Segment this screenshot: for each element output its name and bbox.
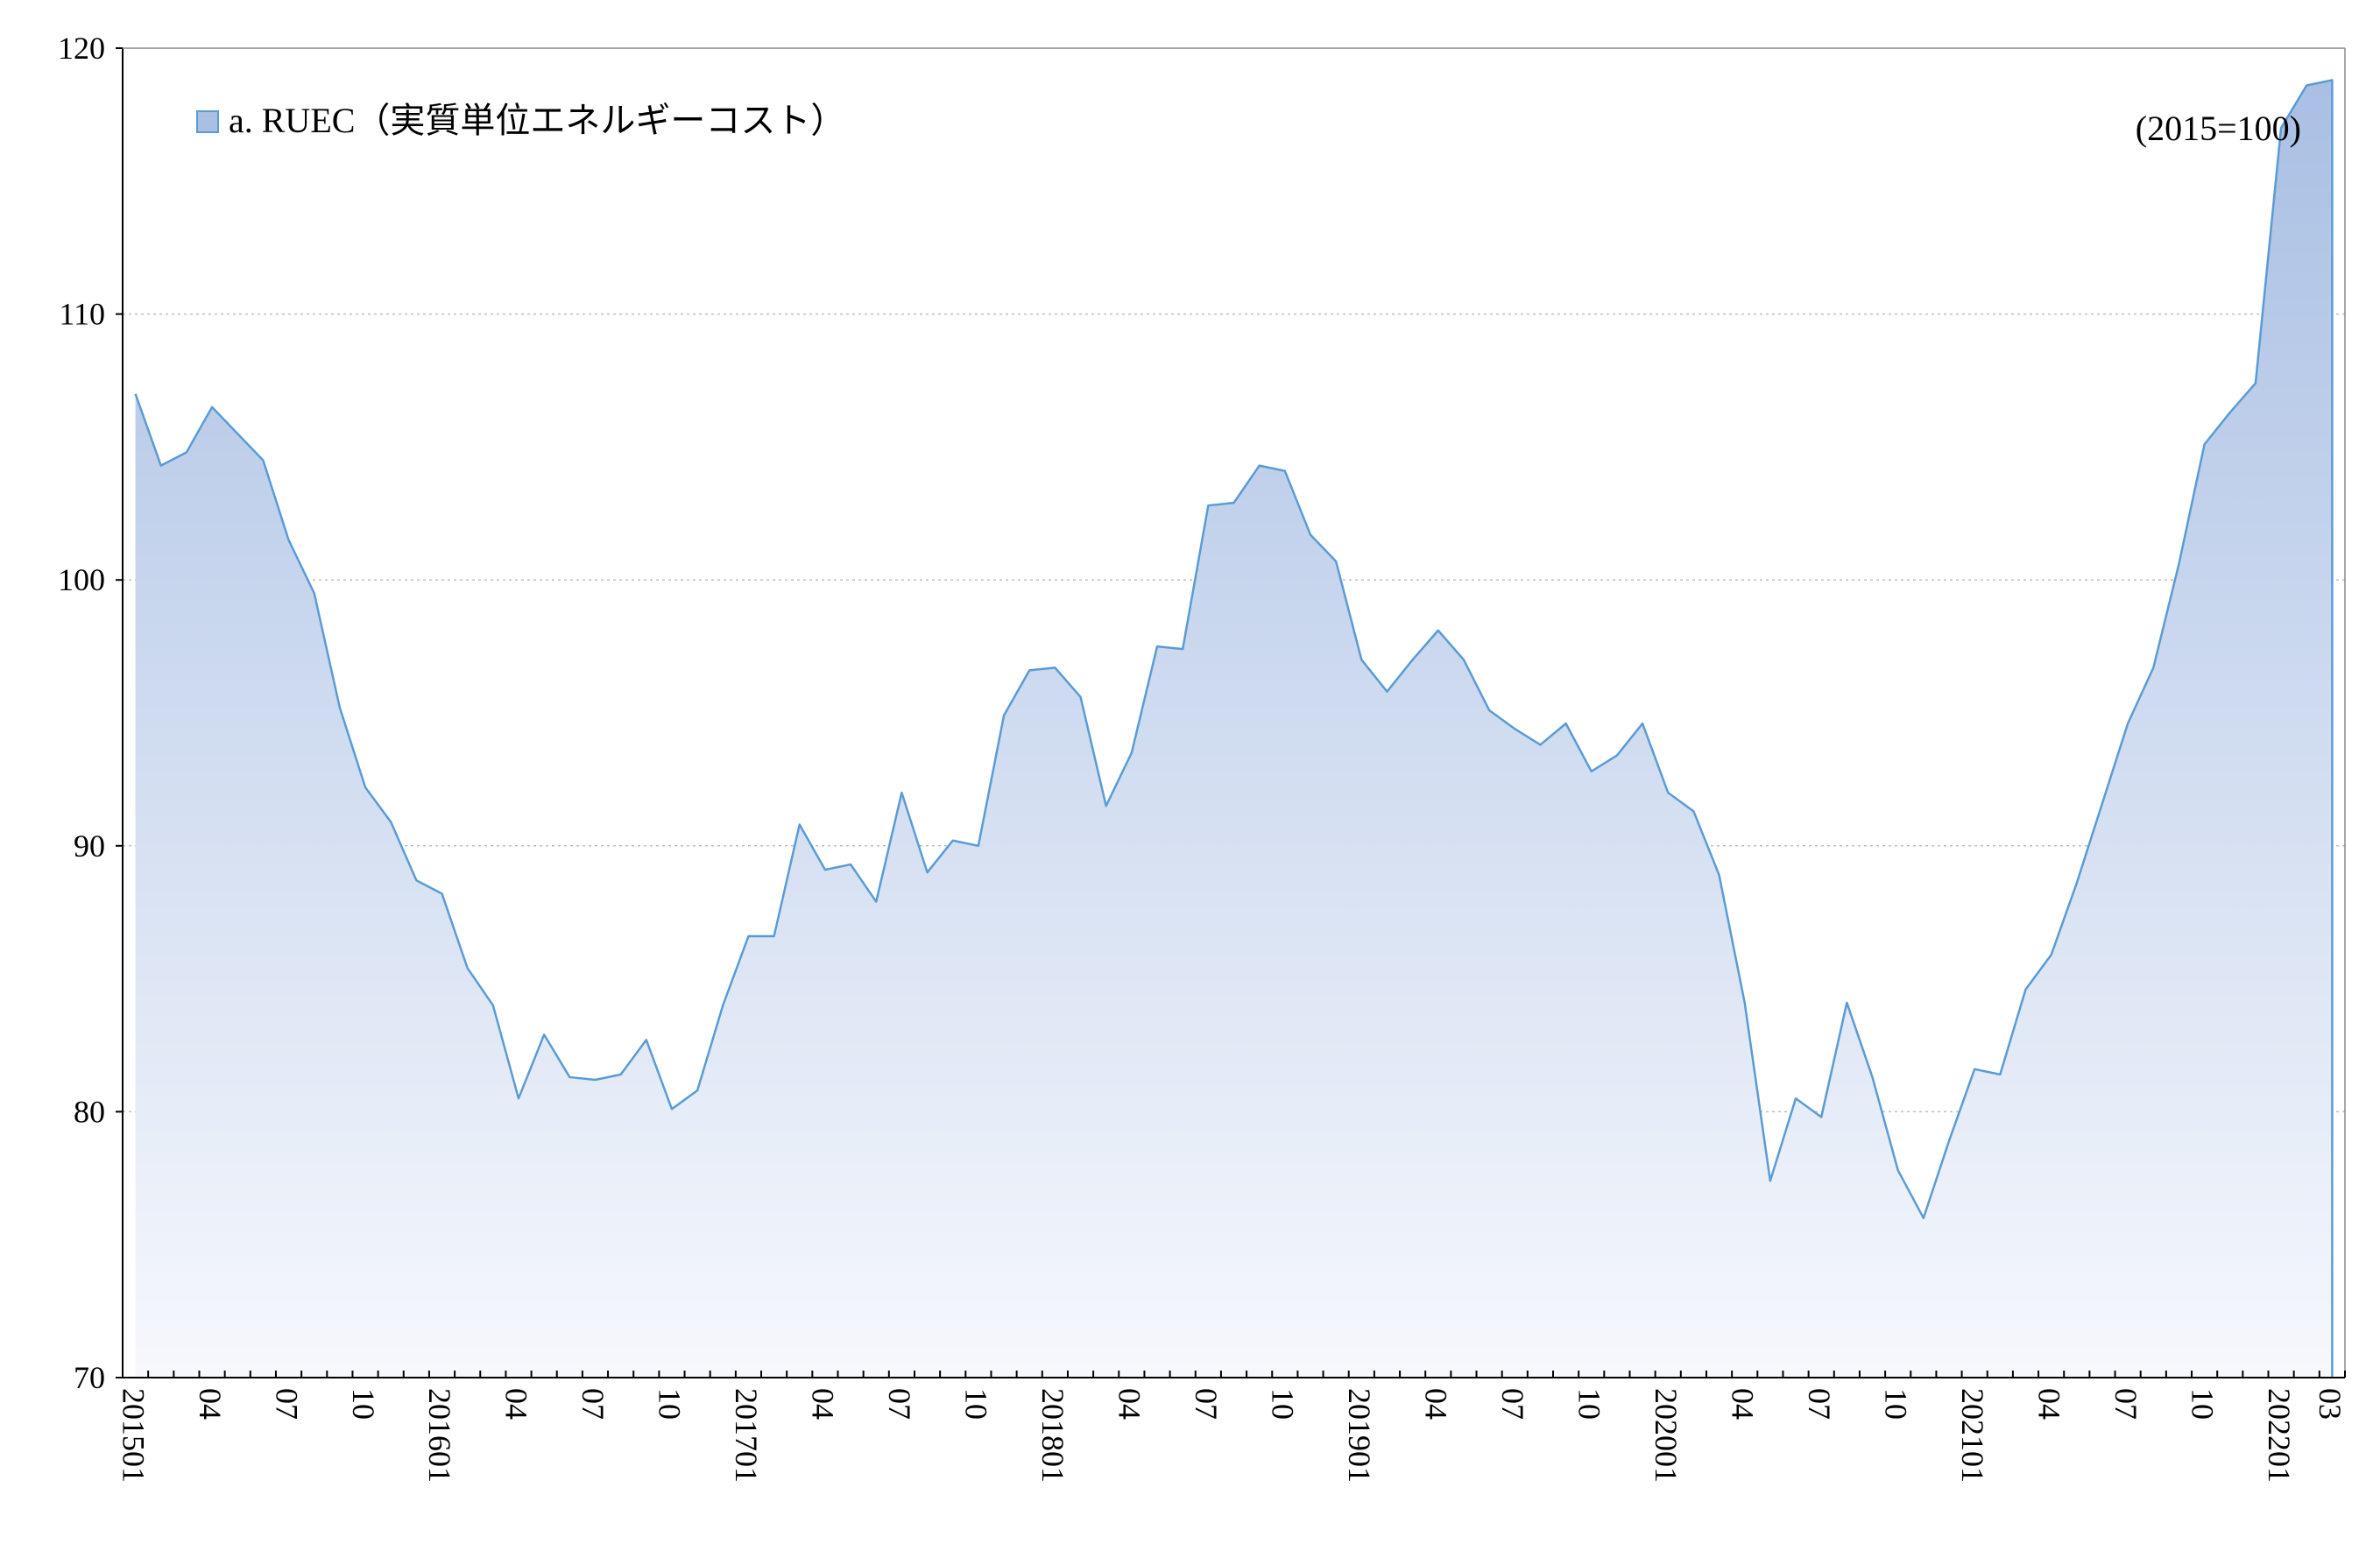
x-tick-label: 07 bbox=[2108, 1388, 2143, 1420]
unit-note: (2015=100) bbox=[2136, 109, 2301, 148]
x-tick-label: 201901 bbox=[1342, 1388, 1377, 1483]
x-tick-label: 201501 bbox=[116, 1388, 151, 1483]
series-line bbox=[134, 79, 2334, 1378]
x-tick-label: 03 bbox=[2313, 1388, 2348, 1420]
x-tick-label: 04 bbox=[193, 1388, 228, 1420]
y-tick-label: 90 bbox=[74, 828, 105, 864]
y-tick-label: 110 bbox=[59, 297, 105, 332]
x-tick-label: 201701 bbox=[729, 1388, 764, 1483]
x-tick-label: 10 bbox=[346, 1388, 381, 1420]
x-tick-label: 07 bbox=[1495, 1388, 1530, 1420]
series-line-path bbox=[134, 79, 2334, 1378]
x-tick-label: 04 bbox=[1419, 1388, 1454, 1420]
y-tick-label: 120 bbox=[58, 31, 105, 66]
x-tick-label: 10 bbox=[1266, 1388, 1301, 1420]
x-tick-label: 07 bbox=[882, 1388, 917, 1420]
y-tick-label: 70 bbox=[74, 1360, 105, 1395]
x-tick-label: 07 bbox=[269, 1388, 304, 1420]
legend: a. RUEC（実質単位エネルギーコスト） bbox=[196, 101, 845, 140]
x-tick-label: 04 bbox=[1112, 1388, 1148, 1420]
y-tick-label: 80 bbox=[74, 1094, 105, 1129]
x-tick-label: 04 bbox=[499, 1388, 534, 1420]
x-tick-label: 10 bbox=[959, 1388, 994, 1420]
x-tick-label: 10 bbox=[1571, 1388, 1607, 1420]
x-tick-label: 04 bbox=[806, 1388, 841, 1420]
legend-label: a. RUEC（実質単位エネルギーコスト） bbox=[229, 101, 845, 140]
axes bbox=[122, 47, 2346, 1378]
x-tick-label: 04 bbox=[2031, 1388, 2066, 1420]
x-tick-label: 07 bbox=[576, 1388, 611, 1420]
y-tick-label: 100 bbox=[58, 562, 105, 597]
x-tick-label: 04 bbox=[1725, 1388, 1760, 1420]
x-tick-label: 202201 bbox=[2262, 1388, 2297, 1483]
x-tick-label: 202001 bbox=[1649, 1388, 1684, 1483]
x-tick-label: 07 bbox=[1802, 1388, 1837, 1420]
legend-swatch bbox=[196, 110, 219, 133]
area-fill bbox=[135, 80, 2333, 1378]
x-tick-label: 07 bbox=[1189, 1388, 1224, 1420]
y-axis-ticks: 70 80 90 100 110 120 bbox=[58, 31, 123, 1395]
x-tick-label: 202101 bbox=[1955, 1388, 1990, 1483]
x-tick-label: 10 bbox=[653, 1388, 688, 1420]
series-area bbox=[135, 80, 2333, 1378]
x-tick-label: 10 bbox=[2185, 1388, 2220, 1420]
x-tick-label: 201601 bbox=[422, 1388, 457, 1483]
x-axis-ticks: 201501 04 07 10 201601 04 07 10 201701 04 07 10 2018… bbox=[116, 1371, 2348, 1483]
x-tick-label: 201801 bbox=[1035, 1388, 1070, 1483]
x-tick-label: 10 bbox=[1878, 1388, 1913, 1420]
